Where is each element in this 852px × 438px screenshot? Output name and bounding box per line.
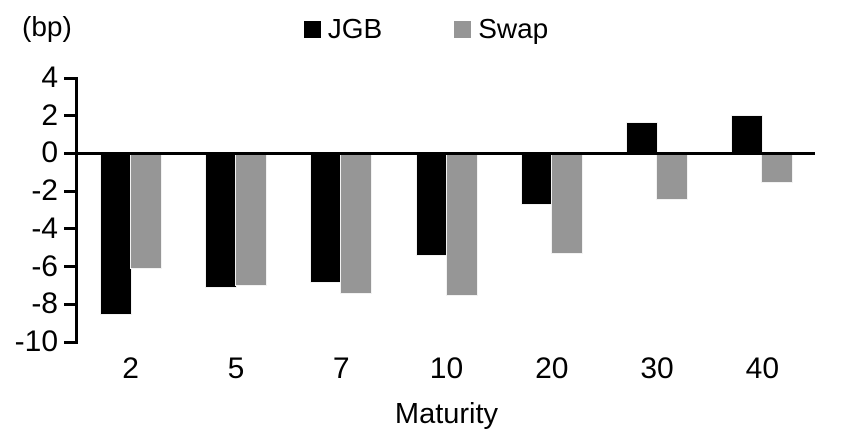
y-axis-tick-label: -8 [31, 287, 58, 321]
x-axis-tick-label: 10 [429, 352, 464, 385]
bar-swap-2 [130, 153, 161, 269]
bar-jgb-2 [100, 153, 131, 314]
swap-series-swatch-icon [454, 20, 472, 38]
y-axis-tick-label: -10 [14, 325, 58, 358]
y-axis-unit-label: (bp) [22, 11, 72, 42]
bar-jgb-20 [521, 153, 552, 205]
x-axis-tick-label: 2 [122, 352, 139, 385]
legend-item-jgb: JGB [303, 13, 383, 44]
y-axis-tick [64, 265, 78, 269]
plot-area: 4 2 0 -2 -4 -6 -8 -10 [15, 62, 815, 358]
legend-item-swap: Swap [454, 14, 548, 44]
y-axis-tick [64, 302, 78, 306]
y-axis-tick-label: 0 [41, 136, 58, 170]
y-axis-tick [64, 189, 78, 193]
jgb-series-swatch-icon [303, 20, 321, 38]
zero-baseline [75, 151, 815, 155]
bar-swap-5 [235, 153, 266, 286]
bar-swap-40 [762, 153, 793, 182]
y-axis-tick-label: -6 [31, 249, 58, 283]
y-axis-tick [64, 114, 78, 118]
bar-jgb-7 [311, 153, 342, 282]
y-axis-tick-label: 4 [41, 61, 58, 94]
y-axis-tick-label: -2 [31, 174, 58, 208]
x-axis-labels: 2 5 7 10 20 30 40 [78, 352, 815, 388]
legend-label-swap: Swap [478, 13, 549, 44]
y-axis-tick [64, 340, 78, 344]
bar-jgb-30 [627, 123, 658, 154]
x-axis-tick-label: 30 [640, 352, 674, 385]
y-axis-tick-label: 2 [41, 98, 58, 132]
y-axis-tick [64, 76, 78, 80]
y-axis-line [75, 77, 78, 343]
y-axis-tick [64, 151, 78, 155]
bar-jgb-10 [416, 153, 447, 256]
x-axis-title: Maturity [394, 398, 499, 430]
x-axis-tick-label: 40 [745, 352, 780, 385]
bar-swap-10 [446, 153, 477, 295]
bar-swap-20 [551, 153, 582, 254]
bar-jgb-40 [732, 115, 763, 154]
x-axis-tick-label: 20 [535, 352, 569, 385]
bar-swap-7 [341, 153, 372, 293]
bar-swap-30 [657, 153, 688, 199]
y-axis-tick [64, 227, 78, 231]
y-axis-tick-label: -4 [31, 211, 58, 245]
x-axis-tick-label: 7 [332, 352, 350, 385]
x-axis-tick-label: 5 [227, 352, 245, 385]
legend-label-jgb: JGB [327, 13, 383, 44]
bar-jgb-5 [205, 153, 236, 288]
legend: JGB Swap [0, 14, 852, 44]
